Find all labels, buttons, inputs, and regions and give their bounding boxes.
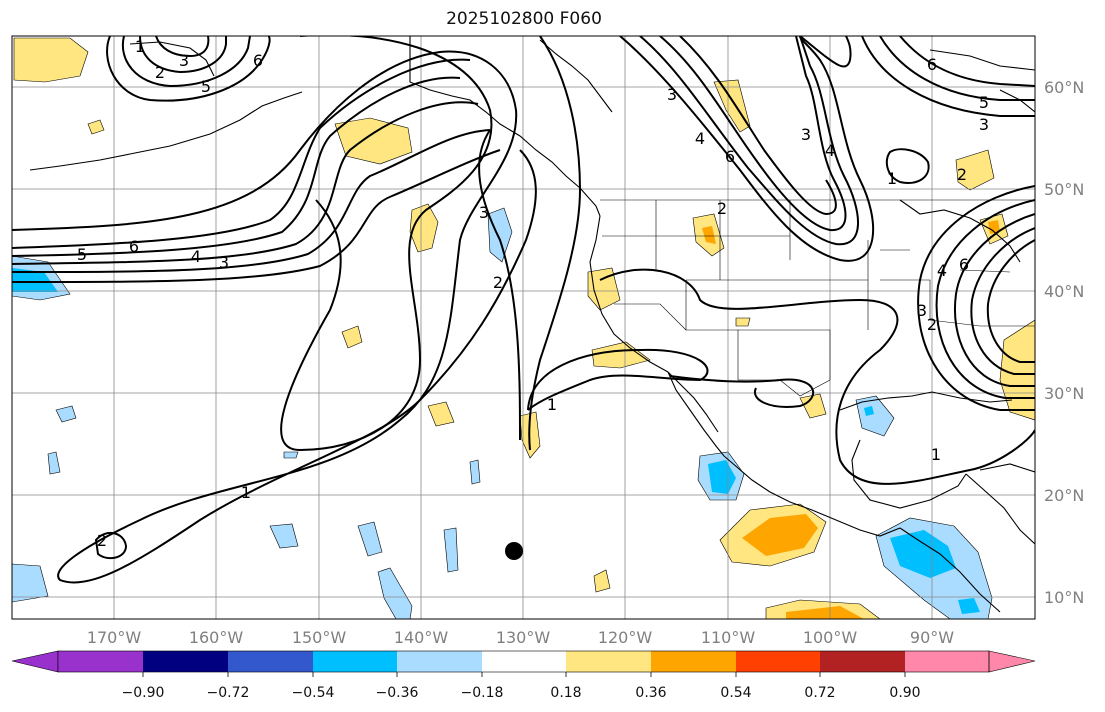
colorbar-tick-label: 0.90: [889, 685, 920, 701]
latitude-axis: 60°N 50°N 40°N 30°N 20°N 10°N: [1044, 78, 1084, 607]
contour-label: 4: [191, 247, 201, 266]
colorbar-segment: [228, 651, 313, 672]
contour-label: 1: [887, 169, 897, 188]
colorbar-segment: [905, 651, 989, 672]
contour-lines: [12, 36, 1035, 584]
colorbar-tick-label: 0.72: [804, 685, 835, 701]
lon-tick-label: 100°W: [803, 628, 858, 647]
colorbar-tick-label: 0.18: [550, 685, 581, 701]
contour-label: 3: [979, 115, 989, 134]
colorbar-tick-label: −0.54: [292, 685, 335, 701]
lon-tick-label: 160°W: [189, 628, 244, 647]
colorbar-segment: [397, 651, 482, 672]
lon-tick-label: 140°W: [394, 628, 449, 647]
lat-tick-label: 50°N: [1044, 180, 1084, 199]
lat-tick-label: 30°N: [1044, 384, 1084, 403]
colorbar-tick-label: 0.54: [720, 685, 751, 701]
lon-tick-label: 120°W: [598, 628, 653, 647]
contour-label: 2: [155, 63, 165, 82]
contour-label: 3: [219, 253, 229, 272]
lat-tick-label: 40°N: [1044, 282, 1084, 301]
location-marker: [505, 542, 523, 560]
lat-tick-label: 60°N: [1044, 78, 1084, 97]
colorbar: −0.90 −0.72 −0.54 −0.36 −0.18 0.18 0.36 …: [11, 650, 1036, 701]
contour-label: 6: [725, 147, 735, 166]
contour-label: 3: [179, 51, 189, 70]
contour-label: 2: [493, 273, 503, 292]
colorbar-extend-low: [11, 650, 59, 673]
contour-label: 1: [135, 37, 145, 56]
contour-label: 2: [717, 199, 727, 218]
colorbar-segment: [143, 651, 228, 672]
contour-label-group: 6 5 3 2 1 5 6 4 3 3 2 2 1 1 2 3 4 6 4 3 …: [77, 37, 989, 550]
contour-label: 3: [479, 203, 489, 222]
contour-label: 6: [959, 255, 969, 274]
colorbar-tick-label: −0.72: [207, 685, 250, 701]
contour-label: 5: [77, 245, 87, 264]
strong-negative-fills: [12, 268, 980, 614]
lon-tick-label: 170°W: [87, 628, 142, 647]
contour-label: 3: [667, 85, 677, 104]
colorbar-segment: [58, 651, 143, 672]
colorbar-extend-high: [988, 650, 1036, 673]
lat-tick-label: 10°N: [1044, 588, 1084, 607]
colorbar-tick-label: −0.36: [376, 685, 419, 701]
contour-label: 1: [547, 395, 557, 414]
colorbar-tick-label: −0.18: [461, 685, 504, 701]
contour-label: 2: [97, 531, 107, 550]
contour-label: 6: [927, 55, 937, 74]
colorbar-segment: [820, 651, 905, 672]
map-frame: [11, 35, 1036, 620]
strong-positive-fills: [702, 220, 1000, 619]
contour-label: 4: [825, 141, 835, 160]
map-area: 6 5 3 2 1 5 6 4 3 3 2 2 1 1 2 3 4 6 4 3 …: [12, 36, 1035, 619]
colorbar-segment: [482, 651, 566, 672]
contour-label: 5: [201, 77, 211, 96]
longitude-axis: 170°W 160°W 150°W 140°W 130°W 120°W 110°…: [87, 628, 954, 647]
lon-tick-label: 110°W: [701, 628, 756, 647]
contour-label: 1: [241, 483, 251, 502]
contour-label: 6: [253, 51, 263, 70]
political-borders: [600, 199, 1035, 397]
colorbar-tick-label: −0.90: [122, 685, 165, 701]
contour-label: 1: [931, 445, 941, 464]
lon-tick-label: 130°W: [496, 628, 551, 647]
contour-label: 4: [937, 261, 947, 280]
colorbar-segment: [736, 651, 820, 672]
colorbar-segment: [566, 651, 651, 672]
contour-label: 5: [979, 93, 989, 112]
map-title: 2025102800 F060: [446, 9, 602, 29]
colorbar-segment: [313, 651, 397, 672]
lat-tick-label: 20°N: [1044, 486, 1084, 505]
lon-tick-label: 90°W: [910, 628, 954, 647]
colorbar-tick-label: 0.36: [635, 685, 666, 701]
contour-label: 6: [129, 237, 139, 256]
contour-label: 2: [927, 315, 937, 334]
colorbar-frame: [57, 650, 990, 673]
contour-label: 4: [695, 129, 705, 148]
colorbar-segment: [651, 651, 736, 672]
contour-label: 2: [957, 165, 967, 184]
map-gridlines: [12, 36, 1035, 619]
colorbar-ticks: [142, 672, 906, 677]
contour-label: 3: [917, 301, 927, 320]
contour-label: 3: [801, 125, 811, 144]
lon-tick-label: 150°W: [292, 628, 347, 647]
